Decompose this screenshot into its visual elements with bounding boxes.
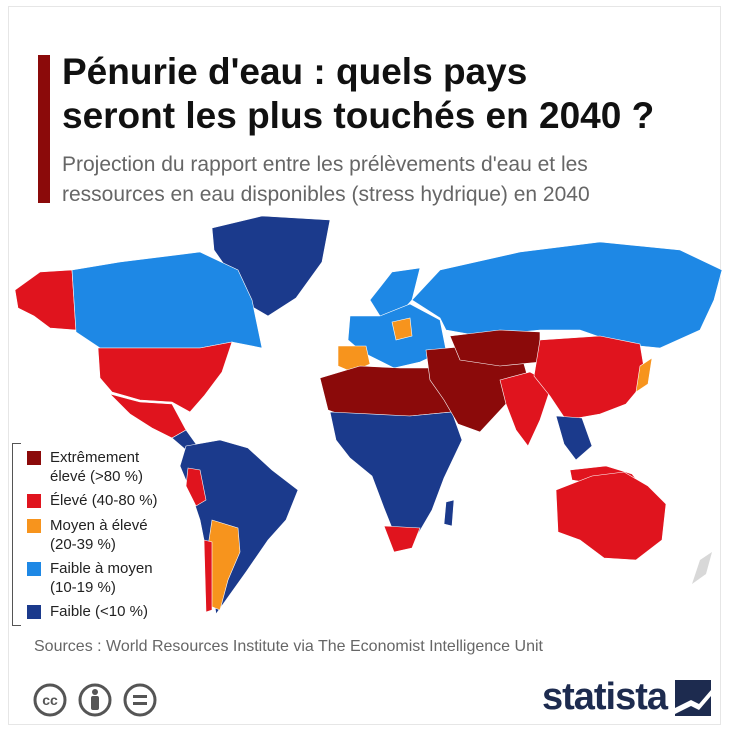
legend-swatch: [27, 494, 41, 508]
nd-bar: [133, 695, 147, 698]
legend-item: Faible (<10 %): [27, 602, 178, 621]
by-head: [92, 689, 98, 695]
title-line: seront les plus touchés en 2040 ?: [62, 95, 655, 136]
legend-label: Élevé (40-80 %): [50, 492, 158, 509]
cc-label: cc: [42, 692, 58, 708]
new-zealand: [692, 552, 712, 584]
chile-south: [203, 539, 213, 613]
legend-swatch: [27, 451, 41, 465]
central-asia: [449, 329, 541, 367]
legend-item: Élevé (40-80 %): [27, 491, 178, 510]
legend-item: Moyen à élevé (20-39 %): [27, 516, 178, 554]
nd-icon: [123, 683, 157, 717]
nd-bar: [133, 702, 147, 705]
india: [499, 371, 553, 447]
legend-label: Faible à moyen (10-19 %): [50, 560, 153, 596]
by-body: [91, 696, 99, 710]
japan: [635, 357, 653, 393]
eastern-europe: [391, 317, 413, 341]
legend-item: Faible à moyen (10-19 %): [27, 559, 178, 597]
title-accent: [38, 55, 50, 203]
legend-label: Moyen à élevé (20-39 %): [50, 517, 148, 553]
peru: [185, 467, 207, 507]
brand-icon: [675, 679, 711, 716]
legend-item: Extrêmement élevé (>80 %): [27, 448, 178, 486]
canada: [71, 251, 263, 349]
legend-swatch: [27, 562, 41, 576]
by-icon: [78, 683, 112, 717]
legend: Extrêmement élevé (>80 %) Élevé (40-80 %)…: [12, 443, 193, 626]
title: Pénurie d'eau : quels pays seront les pl…: [62, 50, 722, 138]
russia: [411, 241, 723, 349]
south-america: [179, 439, 299, 615]
subtitle: Projection du rapport entre les prélèvem…: [62, 150, 722, 210]
central-africa: [329, 411, 463, 539]
south-africa: [383, 525, 421, 553]
legend-label: Extrêmement élevé (>80 %): [50, 449, 143, 485]
subtitle-line: ressources en eau disponibles (stress hy…: [62, 183, 590, 206]
legend-swatch: [27, 605, 41, 619]
world-map: [14, 215, 723, 615]
legend-swatch: [27, 519, 41, 533]
southeast-asia: [555, 415, 593, 461]
sources: Sources : World Resources Institute via …: [34, 638, 543, 655]
legend-label: Faible (<10 %): [50, 603, 148, 620]
frame: [8, 6, 721, 725]
license-icons: cc: [33, 683, 157, 717]
title-line: Pénurie d'eau : quels pays: [62, 51, 528, 92]
australia: [555, 471, 667, 561]
alaska: [14, 269, 77, 331]
usa: [97, 341, 233, 413]
subtitle-line: Projection du rapport entre les prélèvem…: [62, 153, 588, 176]
brand-logo: statista: [542, 676, 711, 719]
cc-icon: [33, 683, 67, 717]
madagascar: [443, 499, 455, 527]
brand-name: statista: [541, 676, 668, 718]
china: [533, 335, 647, 421]
